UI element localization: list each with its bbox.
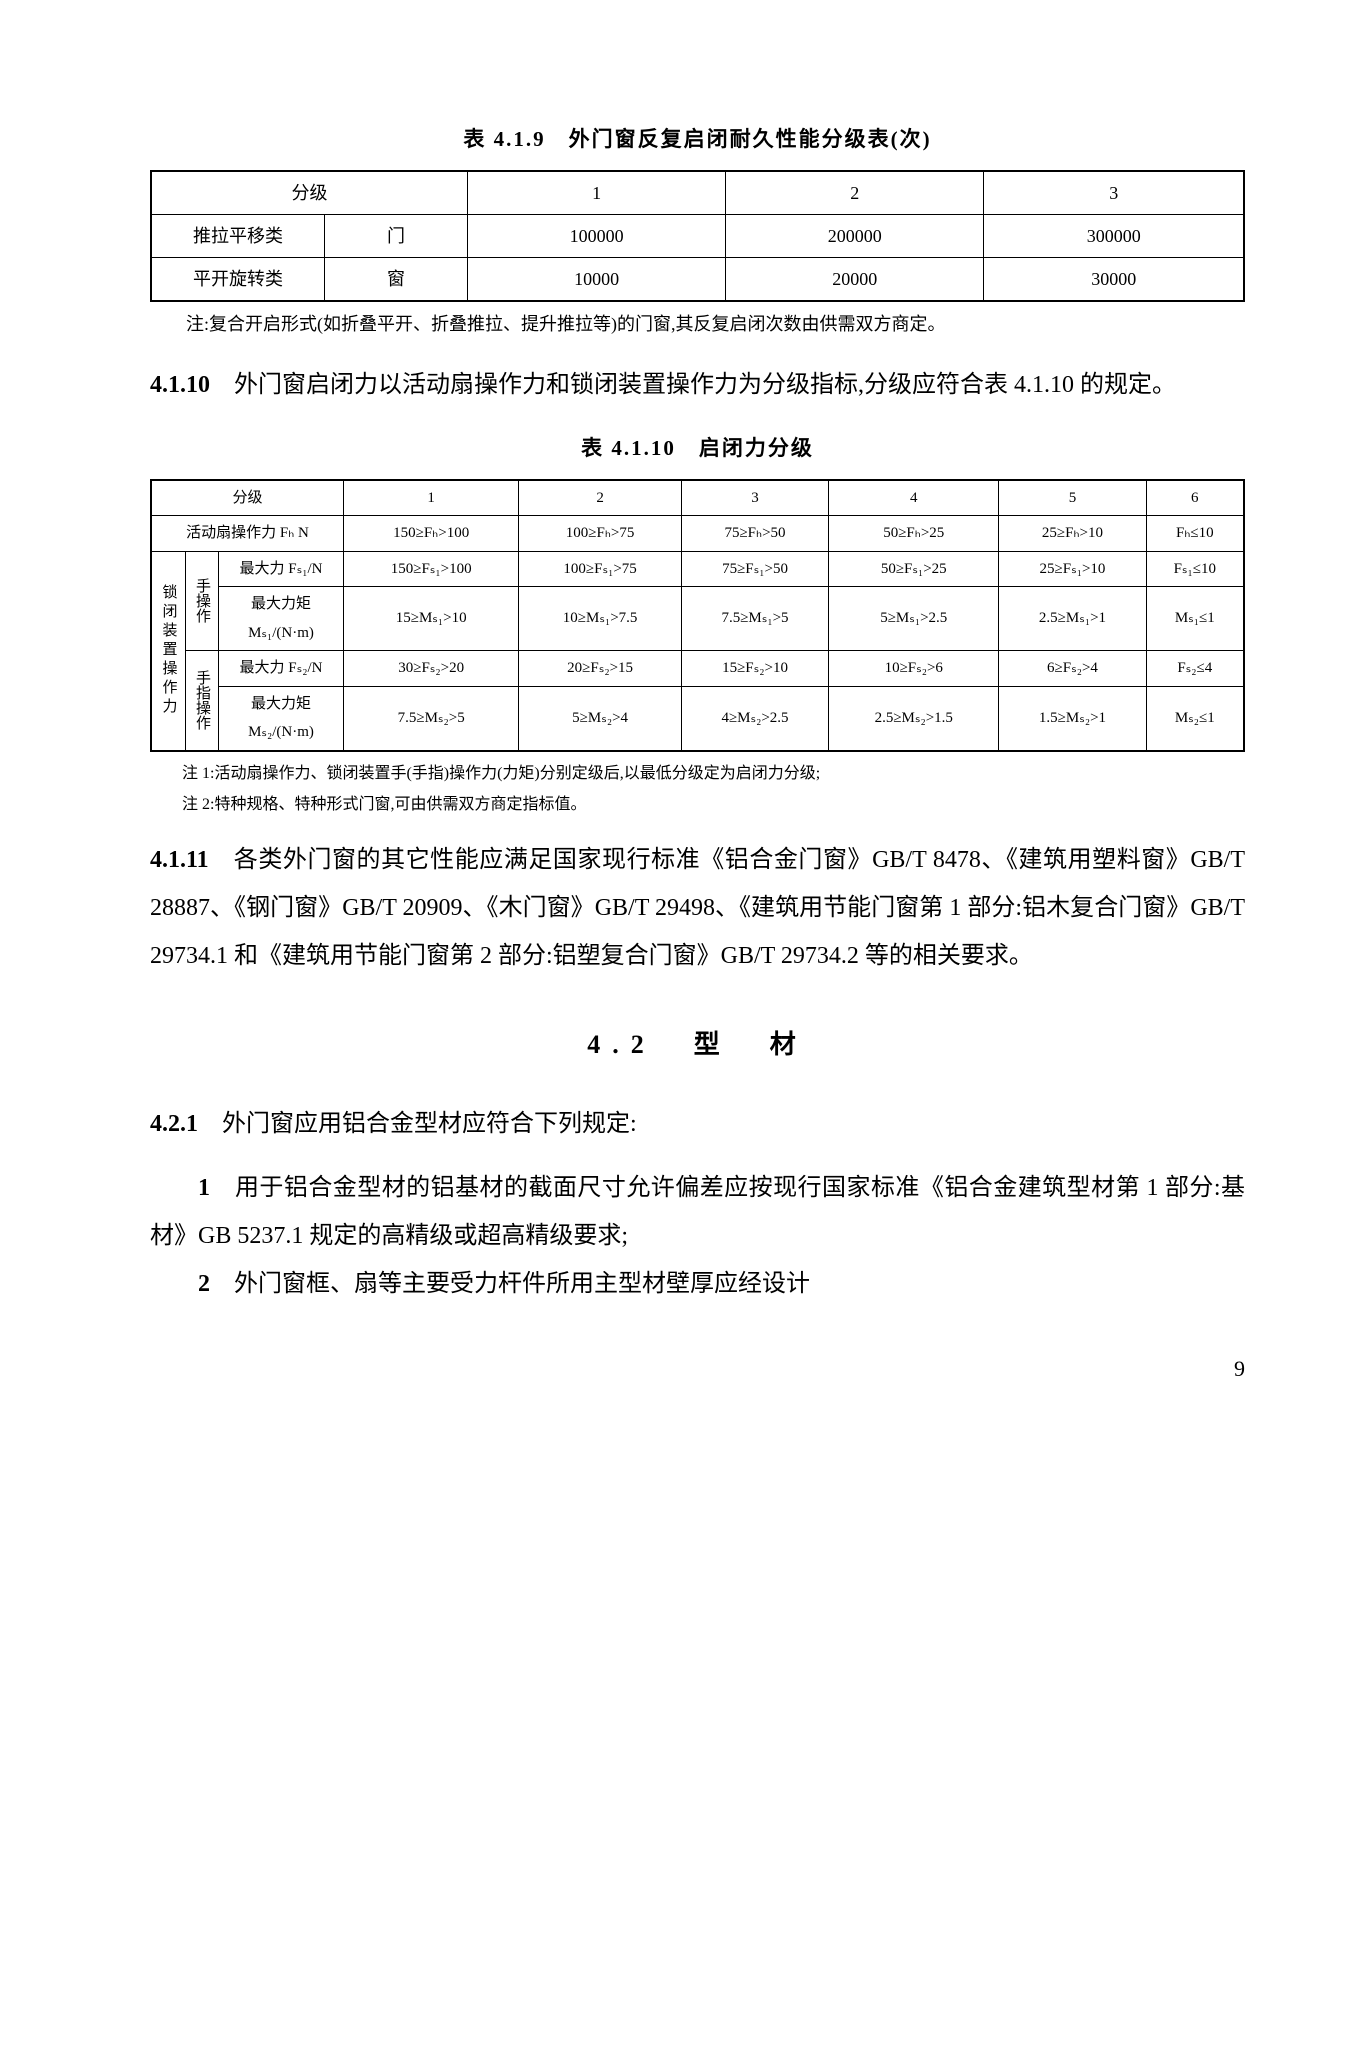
table-4110-note2: 注 2:特种规格、特种形式门窗,可由供需双方商定指标值。	[150, 791, 1245, 818]
t2-g6: 6	[1146, 480, 1244, 516]
t2-fs1-0: 150≥Fₛ₁>100	[344, 551, 519, 587]
t1-r0v1: 200000	[726, 215, 984, 258]
t2-fs1-5: Fₛ₁≤10	[1146, 551, 1244, 587]
table-4110-title: 表 4.1.10 启闭力分级	[150, 429, 1245, 469]
item-1-text: 用于铝合金型材的铝基材的截面尺寸允许偏差应按现行国家标准《铝合金建筑型材第 1 …	[150, 1175, 1245, 1249]
t1-h3: 3	[984, 171, 1244, 215]
t2-fh-2: 75≥Fₕ>50	[681, 516, 828, 552]
t2-g2: 2	[519, 480, 682, 516]
page-number: 9	[150, 1348, 1245, 1390]
t2-g5: 5	[999, 480, 1146, 516]
t1-r0c2: 门	[325, 215, 468, 258]
t1-r0v2: 300000	[984, 215, 1244, 258]
para-4-1-10-num: 4.1.10	[150, 372, 210, 398]
t2-hand: 手操作	[185, 551, 219, 651]
item-2-num: 2	[198, 1271, 210, 1297]
t2-fs2-1: 20≥Fₛ₂>15	[519, 651, 682, 687]
t2-lock-group: 锁闭装置操作力	[151, 551, 185, 751]
t2-ms1-2: 7.5≥Mₛ₁>5	[681, 587, 828, 651]
t2-ms1-0: 15≥Mₛ₁>10	[344, 587, 519, 651]
t2-fh-4: 25≥Fₕ>10	[999, 516, 1146, 552]
t1-h1: 1	[468, 171, 726, 215]
t2-ms1-4: 2.5≥Mₛ₁>1	[999, 587, 1146, 651]
t1-h2: 2	[726, 171, 984, 215]
table-419-title: 表 4.1.9 外门窗反复启闭耐久性能分级表(次)	[150, 120, 1245, 160]
t2-fs2-2: 15≥Fₛ₂>10	[681, 651, 828, 687]
para-4-2-1-num: 4.2.1	[150, 1111, 198, 1137]
t2-fh-1: 100≥Fₕ>75	[519, 516, 682, 552]
t2-fs1-label: 最大力 Fₛ₁/N	[219, 551, 344, 587]
t2-ms2-0: 7.5≥Mₛ₂>5	[344, 686, 519, 751]
t2-g3: 3	[681, 480, 828, 516]
t2-ms2-5: Mₛ₂≤1	[1146, 686, 1244, 751]
para-4-1-11-num: 4.1.11	[150, 847, 209, 873]
item-2: 2 外门窗框、扇等主要受力杆件所用主型材壁厚应经设计	[150, 1260, 1245, 1308]
para-4-1-10: 4.1.10 外门窗启闭力以活动扇操作力和锁闭装置操作力为分级指标,分级应符合表…	[150, 361, 1245, 409]
para-4-1-11: 4.1.11 各类外门窗的其它性能应满足国家现行标准《铝合金门窗》GB/T 84…	[150, 836, 1245, 980]
t2-ms1-1: 10≥Mₛ₁>7.5	[519, 587, 682, 651]
t2-ms1-5: Mₛ₁≤1	[1146, 587, 1244, 651]
t1-r1c1: 平开旋转类	[151, 258, 325, 302]
t2-ms2-3: 2.5≥Mₛ₂>1.5	[829, 686, 999, 751]
t2-fs2-label: 最大力 Fₛ₂/N	[219, 651, 344, 687]
t2-ms2-1: 5≥Mₛ₂>4	[519, 686, 682, 751]
item-2-text: 外门窗框、扇等主要受力杆件所用主型材壁厚应经设计	[234, 1271, 810, 1297]
table-419-note: 注:复合开启形式(如折叠平开、折叠推拉、提升推拉等)的门窗,其反复启闭次数由供需…	[150, 308, 1245, 340]
t2-fs1-1: 100≥Fₛ₁>75	[519, 551, 682, 587]
t2-fh-label: 活动扇操作力 Fₕ N	[151, 516, 344, 552]
t2-fs2-4: 6≥Fₛ₂>4	[999, 651, 1146, 687]
t1-r0c1: 推拉平移类	[151, 215, 325, 258]
t2-finger: 手指操作	[185, 651, 219, 751]
t2-ms1-label: 最大力矩 Mₛ₁/(N·m)	[219, 587, 344, 651]
t2-fs2-5: Fₛ₂≤4	[1146, 651, 1244, 687]
para-4-2-1-text: 外门窗应用铝合金型材应符合下列规定:	[222, 1111, 637, 1137]
para-4-2-1: 4.2.1 外门窗应用铝合金型材应符合下列规定:	[150, 1100, 1245, 1148]
t2-fs1-2: 75≥Fₛ₁>50	[681, 551, 828, 587]
table-4110: 分级 1 2 3 4 5 6 活动扇操作力 Fₕ N 150≥Fₕ>100 10…	[150, 479, 1245, 752]
t2-fs1-4: 25≥Fₛ₁>10	[999, 551, 1146, 587]
t2-ms2-4: 1.5≥Mₛ₂>1	[999, 686, 1146, 751]
t2-g1: 1	[344, 480, 519, 516]
table-419: 分级 1 2 3 推拉平移类 门 100000 200000 300000 平开…	[150, 170, 1245, 303]
table-4110-note1: 注 1:活动扇操作力、锁闭装置手(手指)操作力(力矩)分别定级后,以最低分级定为…	[150, 760, 1245, 787]
t2-fs2-0: 30≥Fₛ₂>20	[344, 651, 519, 687]
t2-fs2-3: 10≥Fₛ₂>6	[829, 651, 999, 687]
t1-r1v0: 10000	[468, 258, 726, 302]
t2-fh-3: 50≥Fₕ>25	[829, 516, 999, 552]
para-4-1-10-text: 外门窗启闭力以活动扇操作力和锁闭装置操作力为分级指标,分级应符合表 4.1.10…	[234, 372, 1176, 398]
t1-r0v0: 100000	[468, 215, 726, 258]
para-4-1-11-text: 各类外门窗的其它性能应满足国家现行标准《铝合金门窗》GB/T 8478、《建筑用…	[150, 847, 1245, 969]
t1-r1v2: 30000	[984, 258, 1244, 302]
t2-ms2-2: 4≥Mₛ₂>2.5	[681, 686, 828, 751]
t2-header-grade: 分级	[151, 480, 344, 516]
t2-fs1-3: 50≥Fₛ₁>25	[829, 551, 999, 587]
t1-header-grade: 分级	[151, 171, 468, 215]
t2-g4: 4	[829, 480, 999, 516]
t1-r1c2: 窗	[325, 258, 468, 302]
t2-ms2-label: 最大力矩 Mₛ₂/(N·m)	[219, 686, 344, 751]
item-1: 1 用于铝合金型材的铝基材的截面尺寸允许偏差应按现行国家标准《铝合金建筑型材第 …	[150, 1164, 1245, 1260]
t2-fh-0: 150≥Fₕ>100	[344, 516, 519, 552]
section-4-2-heading: 4.2 型 材	[150, 1020, 1245, 1069]
t2-ms1-3: 5≥Mₛ₁>2.5	[829, 587, 999, 651]
t2-fh-5: Fₕ≤10	[1146, 516, 1244, 552]
t1-r1v1: 20000	[726, 258, 984, 302]
item-1-num: 1	[198, 1175, 210, 1201]
